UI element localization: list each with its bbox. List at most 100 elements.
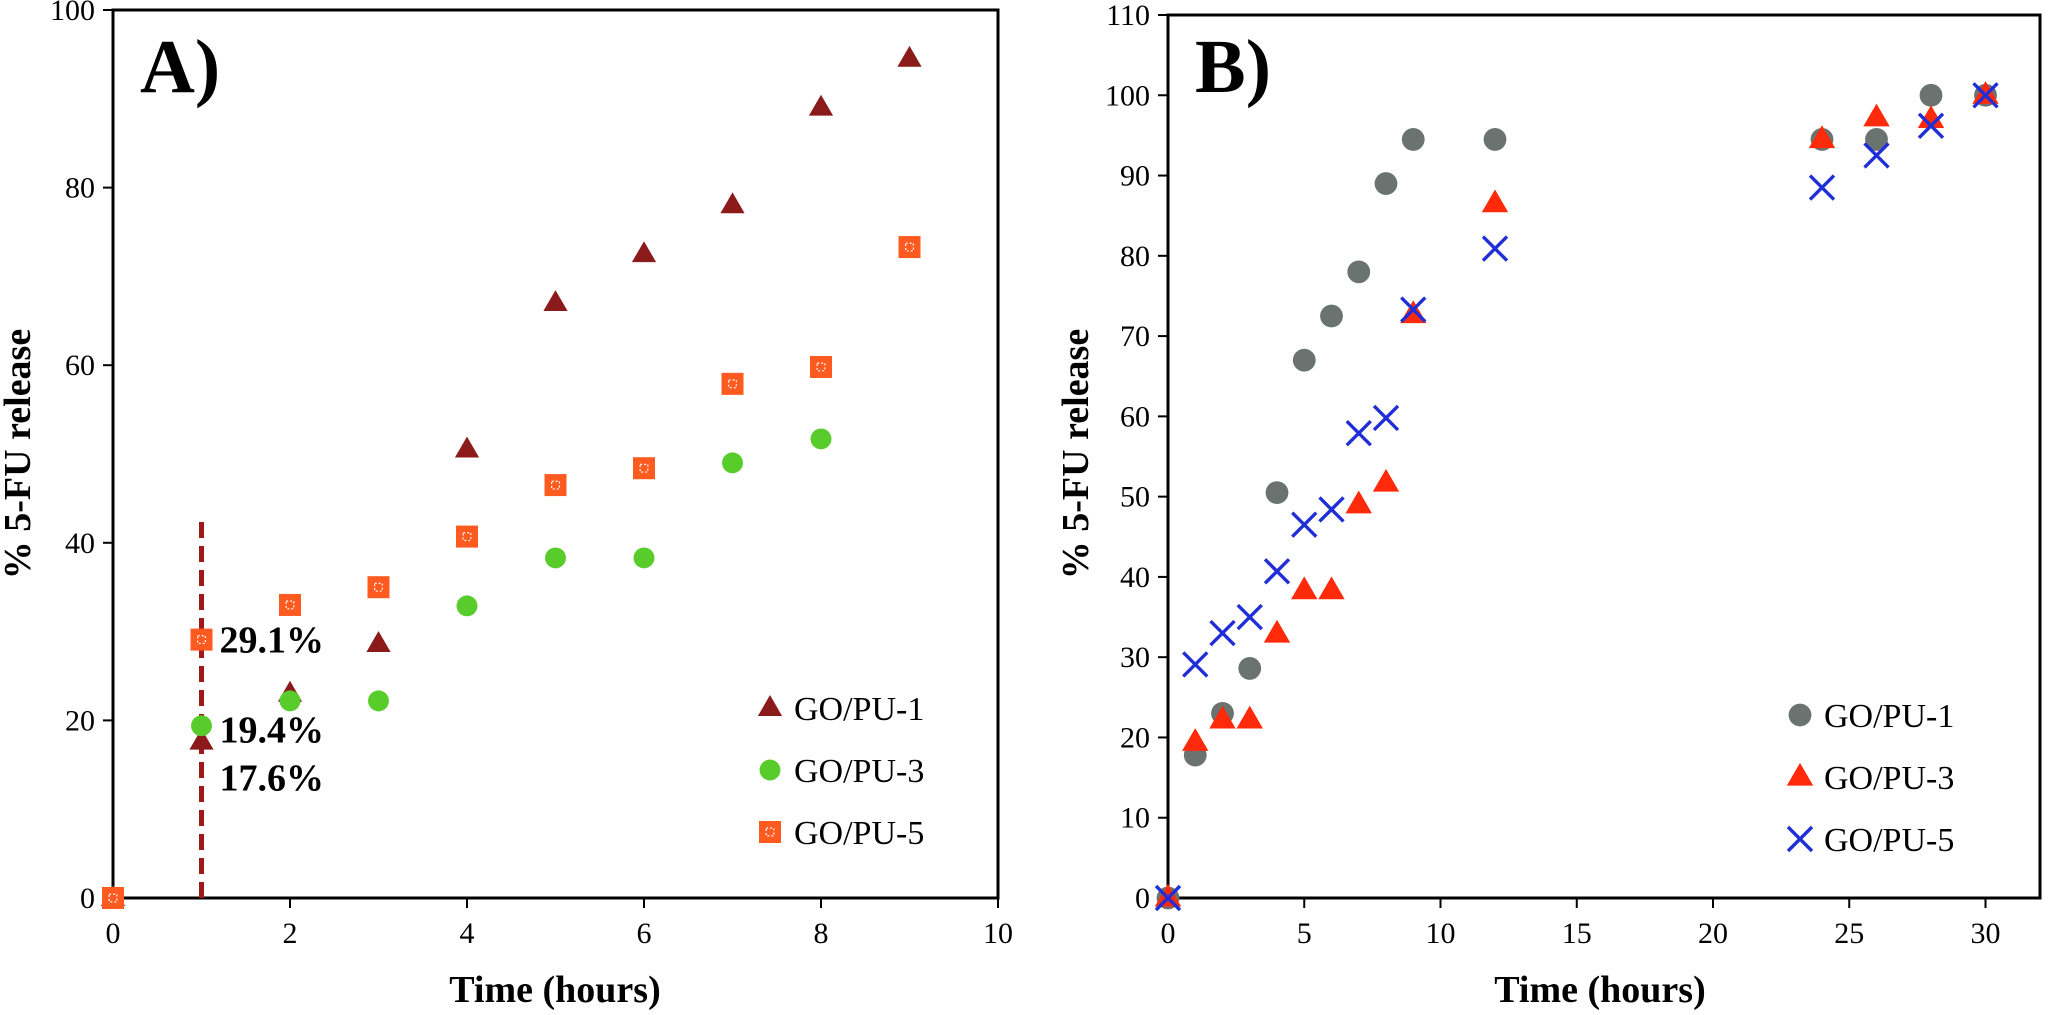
y-tick-label: 110 bbox=[1106, 0, 1150, 32]
y-axis-title: % 5-FU release bbox=[0, 329, 39, 579]
data-point bbox=[1236, 603, 1263, 631]
legend-label: GO/PU-1 bbox=[794, 691, 924, 728]
data-point bbox=[720, 192, 745, 214]
legend-marker bbox=[757, 695, 783, 716]
y-tick-label: 40 bbox=[1120, 561, 1150, 594]
data-point bbox=[1481, 189, 1509, 213]
data-point bbox=[1972, 82, 1999, 109]
data-point bbox=[1808, 174, 1836, 201]
chart-panel-a: A) Time (hours) % 5-FU release 0 2 4 6 8 1002… bbox=[0, 0, 1013, 1011]
data-point bbox=[1209, 705, 1236, 729]
legend-marker bbox=[1788, 703, 1812, 727]
data-point bbox=[1320, 304, 1343, 328]
data-point bbox=[366, 631, 391, 652]
series-go-pu-3 bbox=[102, 428, 832, 909]
data-point-stroke-b bbox=[1345, 420, 1372, 447]
data-point bbox=[191, 715, 212, 737]
data-point-stroke-b bbox=[1372, 404, 1400, 432]
data-point-stroke-b bbox=[1808, 174, 1836, 201]
data-point bbox=[1917, 112, 1945, 139]
data-point-stroke-b bbox=[1481, 235, 1509, 262]
data-marks: 29.1% 19.4% 17.6% bbox=[100, 45, 922, 909]
data-point bbox=[633, 457, 655, 480]
y-tick-label: 30 bbox=[1120, 641, 1150, 674]
x-tick-label: 0 bbox=[1161, 917, 1176, 950]
data-point-stroke-b bbox=[1917, 112, 1945, 139]
data-point bbox=[1292, 348, 1316, 372]
data-point bbox=[279, 593, 301, 616]
data-point bbox=[1919, 83, 1943, 107]
x-tick-label: 6 bbox=[637, 917, 652, 950]
data-point-body bbox=[456, 525, 478, 548]
y-tick-label: 80 bbox=[1120, 240, 1150, 273]
data-point bbox=[1345, 420, 1372, 447]
data-label: 17.6% bbox=[220, 758, 325, 800]
series-go-pu-5 bbox=[1154, 82, 1999, 912]
data-label: 19.4% bbox=[220, 710, 325, 752]
y-axis-title: % 5-FU release bbox=[1055, 329, 1097, 579]
data-point bbox=[631, 241, 657, 263]
x-tick-label: 25 bbox=[1834, 917, 1864, 950]
data-point bbox=[1318, 496, 1345, 523]
legend: GO/PU-1 GO/PU-3 GO/PU-5 bbox=[757, 691, 924, 852]
x-tick-label: 15 bbox=[1562, 917, 1592, 950]
y-tick-label: 0 bbox=[1135, 882, 1150, 915]
y-tick-label: 90 bbox=[1120, 160, 1150, 193]
data-point-stroke-b bbox=[1400, 296, 1427, 323]
data-point bbox=[1236, 705, 1263, 729]
data-point bbox=[544, 474, 567, 497]
data-point bbox=[456, 525, 478, 548]
data-point bbox=[543, 290, 568, 311]
y-tick-label: 80 bbox=[65, 172, 95, 205]
data-point-stroke-b bbox=[1154, 884, 1182, 912]
y-tick-label: 60 bbox=[65, 349, 95, 382]
data-point bbox=[1182, 728, 1209, 751]
data-point-body bbox=[633, 457, 655, 480]
data-point-stroke-b bbox=[1863, 142, 1890, 169]
data-point bbox=[1291, 511, 1318, 538]
data-point bbox=[102, 887, 124, 909]
legend-marker-stroke-b bbox=[1786, 825, 1814, 853]
series-go-pu-5 bbox=[102, 236, 921, 909]
chart-panel-b: B) Time (hours) % 5-FU release 0 5 10 15 20 2… bbox=[1055, 0, 2042, 1011]
data-point bbox=[1238, 657, 1262, 680]
data-point-stroke-b bbox=[1263, 558, 1291, 585]
x-axis-title: Time (hours) bbox=[1494, 969, 1705, 1011]
legend-marker-body bbox=[759, 821, 781, 843]
data-point bbox=[1345, 490, 1372, 514]
y-tick-label: 20 bbox=[65, 704, 95, 737]
data-point-body bbox=[544, 474, 567, 497]
data-point bbox=[1808, 125, 1836, 149]
panel-label: B) bbox=[1195, 25, 1271, 109]
panel-label: A) bbox=[140, 25, 220, 109]
data-point bbox=[454, 436, 480, 458]
data-point bbox=[1154, 884, 1182, 912]
x-tick-label: 30 bbox=[1971, 917, 2001, 950]
data-point bbox=[722, 452, 743, 474]
legend-label: GO/PU-5 bbox=[794, 815, 924, 852]
y-tick-label: 20 bbox=[1120, 721, 1150, 754]
data-point bbox=[368, 690, 389, 712]
data-point-stroke-b bbox=[1236, 603, 1263, 631]
axis-ticks: 0 5 10 15 20 25 30 0 10 20 30 40 50 60 70 80 90 100 110 bbox=[1105, 0, 2001, 950]
data-point bbox=[189, 728, 214, 750]
data-point bbox=[1372, 404, 1400, 432]
data-point bbox=[1291, 576, 1318, 600]
x-tick-label: 10 bbox=[1426, 917, 1456, 950]
plot-area-frame bbox=[111, 8, 1000, 900]
data-point bbox=[1263, 619, 1291, 643]
legend-marker bbox=[759, 821, 781, 843]
data-point bbox=[810, 428, 832, 450]
data-point bbox=[897, 45, 922, 67]
data-point-body bbox=[367, 576, 390, 599]
data-point bbox=[1209, 619, 1236, 647]
data-point-body bbox=[190, 628, 213, 651]
data-point bbox=[279, 690, 301, 712]
y-tick-label: 50 bbox=[1120, 481, 1150, 514]
data-point bbox=[1374, 172, 1398, 195]
data-point bbox=[810, 355, 832, 378]
x-axis-title: Time (hours) bbox=[449, 969, 660, 1011]
data-point-stroke-b bbox=[1972, 82, 1999, 109]
data-point bbox=[1865, 128, 1888, 151]
data-point bbox=[1401, 128, 1425, 151]
